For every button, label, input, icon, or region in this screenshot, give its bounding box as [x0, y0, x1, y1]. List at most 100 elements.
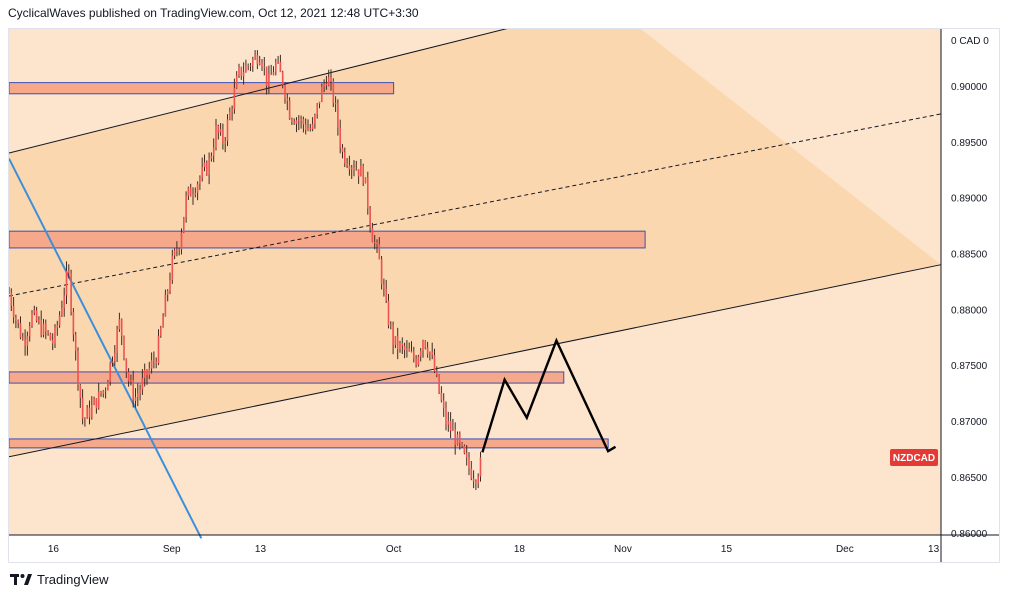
candle: [226, 114, 229, 147]
candle: [304, 118, 307, 135]
candle: [252, 56, 254, 72]
candle: [353, 160, 355, 177]
candle: [337, 99, 339, 136]
candle: [137, 383, 139, 407]
trend-line-1[interactable]: [9, 29, 608, 154]
candle: [452, 418, 454, 431]
zone-2[interactable]: [9, 230, 646, 249]
candle: [341, 144, 344, 159]
candle: [143, 363, 146, 387]
candle: [346, 158, 348, 168]
trend-line-4[interactable]: [9, 158, 203, 539]
candle: [111, 356, 114, 367]
symbol-badge: NZDCAD: [890, 449, 938, 466]
candle: [247, 63, 249, 71]
zones-layer: [9, 82, 646, 449]
footer: TradingView: [10, 572, 109, 587]
candle: [229, 107, 231, 121]
candle: [325, 75, 328, 90]
candle: [242, 62, 245, 85]
candle: [459, 431, 461, 450]
price-chart[interactable]: 0 CAD 0 0.90000 0.89500 0.89000 0.88500 0.88…: [9, 29, 999, 562]
candle: [72, 307, 75, 342]
candle: [479, 451, 482, 482]
candle: [212, 138, 215, 163]
candle: [15, 314, 17, 329]
candle: [472, 470, 475, 489]
trend-line-3[interactable]: [9, 264, 942, 458]
candle: [348, 155, 351, 176]
candle: [88, 400, 91, 425]
candle: [65, 261, 68, 305]
candle: [429, 351, 431, 361]
candle: [166, 289, 169, 302]
candle: [281, 70, 284, 89]
candle: [146, 369, 148, 385]
zone-3[interactable]: [9, 371, 565, 384]
candle: [123, 335, 125, 361]
candle: [307, 119, 309, 132]
zone-4[interactable]: [9, 438, 609, 449]
candle: [109, 361, 111, 386]
candle: [279, 54, 282, 73]
candle: [263, 56, 266, 76]
candle: [10, 288, 13, 311]
candle: [238, 63, 240, 79]
candle: [293, 118, 295, 125]
candle: [309, 123, 312, 132]
candle: [392, 321, 394, 355]
candle: [77, 347, 79, 391]
candle: [127, 368, 130, 387]
tradingview-logo-icon: [10, 573, 32, 587]
candle: [318, 101, 321, 109]
candle: [91, 396, 93, 420]
candle: [440, 386, 443, 403]
candle: [222, 123, 224, 150]
price-axis-header: 0 CAD 0: [951, 36, 989, 47]
y-tick-label: 0.88500: [951, 250, 988, 261]
publisher-line: CyclicalWaves published on TradingView.c…: [8, 6, 419, 20]
candle: [160, 325, 162, 338]
candle: [254, 50, 256, 60]
candle: [300, 115, 302, 129]
candle: [465, 445, 468, 466]
candle: [449, 412, 452, 439]
candle: [265, 66, 268, 95]
candle: [148, 361, 151, 380]
candle: [26, 331, 29, 356]
candle: [79, 383, 82, 408]
candle: [249, 63, 252, 72]
zone-1[interactable]: [9, 82, 395, 95]
candle: [396, 327, 399, 360]
candle: [31, 310, 33, 328]
trend-line-2[interactable]: [9, 113, 942, 297]
candle: [24, 329, 26, 356]
candle: [284, 82, 286, 104]
candle: [367, 171, 369, 215]
candle: [74, 331, 77, 361]
candle: [424, 340, 427, 350]
candle: [185, 191, 187, 223]
candle: [419, 348, 422, 362]
candle: [97, 382, 100, 410]
candle: [438, 374, 440, 395]
x-tick-label: Dec: [836, 544, 854, 555]
y-tick-label: 0.86500: [951, 473, 988, 484]
candle: [45, 319, 47, 340]
candle: [56, 320, 59, 336]
candle: [475, 479, 477, 490]
candle: [173, 248, 176, 260]
candle: [206, 160, 208, 176]
candle: [408, 342, 410, 352]
candle: [28, 321, 31, 342]
candle: [433, 348, 436, 374]
candle: [153, 351, 155, 369]
candle: [295, 117, 298, 133]
candle: [51, 333, 54, 351]
candle: [334, 96, 337, 112]
candle: [199, 175, 201, 191]
chart-frame[interactable]: 0 CAD 0 0.90000 0.89500 0.89000 0.88500 0.88…: [8, 28, 1000, 563]
candle: [355, 160, 358, 171]
candle: [410, 341, 413, 353]
x-tick-label: 16: [48, 544, 60, 555]
